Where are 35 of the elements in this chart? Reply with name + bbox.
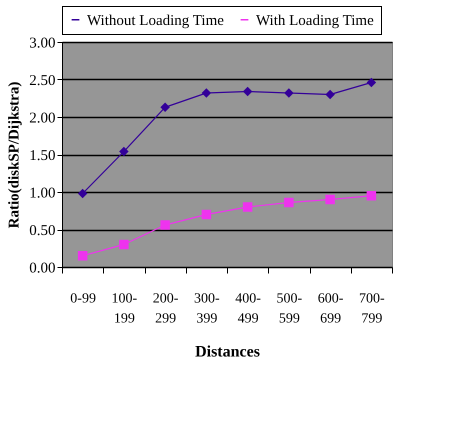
point: [366, 191, 376, 200]
y-tick-label: 0.50: [29, 223, 56, 239]
point: [325, 194, 335, 204]
x-axis-title: Distances: [195, 344, 260, 360]
x-tick-label: 100-199: [112, 292, 138, 326]
x-tick-label: 400-499: [235, 292, 262, 326]
point: [325, 90, 335, 100]
point: [78, 188, 88, 198]
x-tick-label: 600-699: [318, 292, 344, 326]
x-tick-label: 700-799: [359, 292, 386, 326]
point: [366, 78, 376, 88]
legend-label: Without Loading Time: [87, 12, 224, 29]
point: [242, 86, 252, 96]
point: [202, 210, 212, 220]
y-axis-title: Ratio(diskSP/Dijkstra): [6, 82, 22, 228]
x-tick-label: 200-299: [152, 292, 179, 326]
y-tick-label: 3.00: [29, 36, 56, 52]
point: [284, 88, 294, 98]
point: [78, 251, 88, 260]
y-tick-label: 2.00: [29, 110, 56, 126]
y-tick-label: 1.00: [29, 186, 56, 202]
point: [242, 202, 252, 212]
point: [119, 146, 129, 156]
point: [160, 102, 170, 112]
point: [202, 88, 212, 98]
point: [160, 220, 170, 230]
x-tick-label: 500-599: [276, 292, 303, 326]
x-tick-label: 300-399: [194, 292, 220, 326]
point: [119, 240, 129, 250]
x-tick-label: 0-99: [70, 292, 96, 306]
y-tick-label: 2.50: [29, 73, 56, 89]
legend-label: With Loading Time: [256, 12, 374, 29]
y-tick-label: 0.00: [29, 260, 56, 276]
y-tick-label: 1.50: [29, 148, 56, 164]
point: [284, 198, 294, 208]
